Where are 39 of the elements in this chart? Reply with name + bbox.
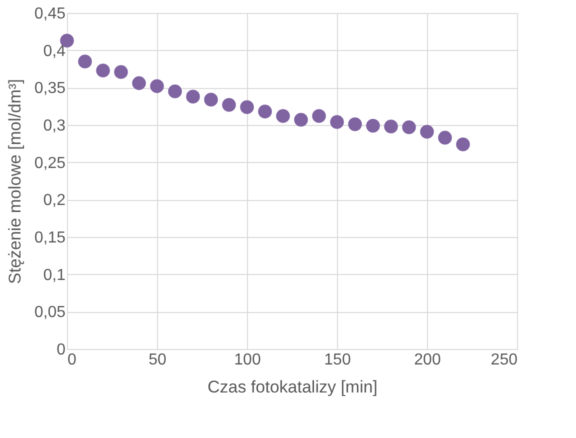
point	[240, 100, 254, 114]
x-tick-label: 150	[324, 352, 351, 368]
x-tick-label: 250	[490, 352, 518, 368]
y-tick-label: 0,15	[34, 230, 66, 246]
point	[114, 65, 128, 79]
point	[402, 120, 416, 134]
point	[366, 118, 380, 133]
point	[456, 138, 470, 152]
x-tick-label: 200	[414, 352, 441, 368]
point	[294, 112, 308, 127]
point	[330, 115, 344, 129]
point	[96, 64, 110, 78]
x-axis-title: Czas fotokatalizy [min]	[207, 378, 378, 396]
y-tick-label: 0,2	[43, 192, 66, 210]
point	[78, 54, 92, 68]
point	[312, 109, 326, 123]
x-tick-label: 50	[148, 352, 166, 368]
point	[222, 98, 236, 112]
point	[150, 79, 164, 94]
point	[204, 92, 218, 106]
point	[258, 104, 272, 118]
y-tick-label: 0,25	[34, 154, 66, 172]
point	[132, 76, 146, 90]
point	[420, 124, 434, 139]
y-axis-title: Stężenie molowe [mol/dm³]	[5, 78, 24, 284]
point	[384, 120, 398, 134]
x-tick-label: 100	[234, 352, 261, 368]
point	[348, 117, 362, 132]
point	[276, 109, 290, 123]
y-tick-label: 0,05	[34, 304, 66, 322]
y-tick-label: 0,35	[34, 80, 66, 98]
x-tick-label: 0	[68, 352, 76, 368]
point	[438, 130, 452, 145]
y-tick-label: 0,3	[43, 118, 66, 134]
point	[186, 90, 200, 104]
y-tick-label: 0,45	[34, 6, 66, 22]
y-tick-label: 0,1	[43, 266, 66, 284]
point	[168, 84, 182, 98]
y-tick-label: 0,4	[43, 42, 66, 60]
